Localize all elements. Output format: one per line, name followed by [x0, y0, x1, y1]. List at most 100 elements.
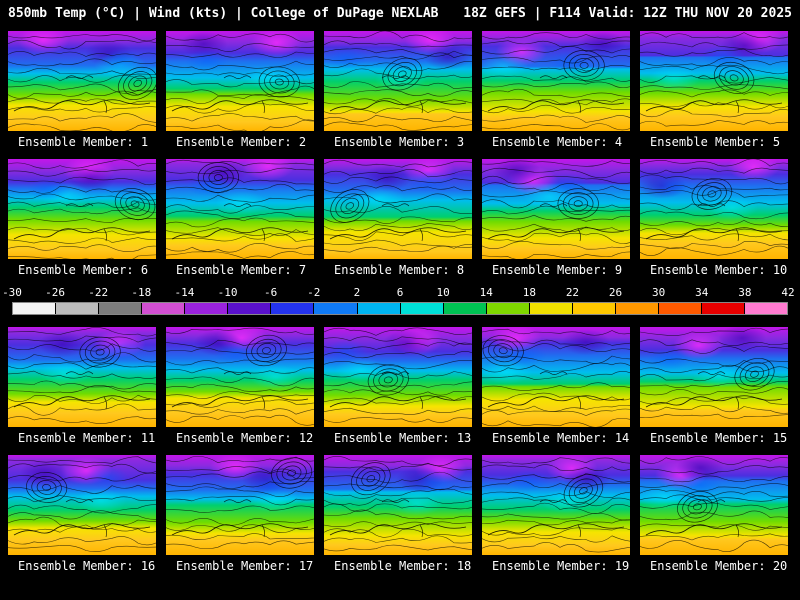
- ensemble-member-label: Ensemble Member: 11: [18, 431, 156, 445]
- ensemble-member-label: Ensemble Member: 17: [176, 559, 314, 573]
- ensemble-panel[interactable]: Ensemble Member: 8: [324, 159, 472, 279]
- ensemble-member-label: Ensemble Member: 19: [492, 559, 630, 573]
- ensemble-row-4: Ensemble Member: 16 Ensemble Member: 17 …: [0, 455, 800, 575]
- ensemble-panel[interactable]: Ensemble Member: 2: [166, 31, 314, 151]
- colorbar-segment: [572, 303, 616, 314]
- colorbar-tick: -30: [2, 286, 22, 299]
- map-thumbnail[interactable]: [640, 327, 788, 427]
- map-thumbnail[interactable]: [640, 31, 788, 131]
- colorbar-segment: [486, 303, 530, 314]
- map-thumbnail[interactable]: [8, 159, 156, 259]
- ensemble-panel[interactable]: Ensemble Member: 12: [166, 327, 314, 447]
- colorbar-tick: 6: [396, 286, 404, 299]
- map-thumbnail[interactable]: [8, 455, 156, 555]
- colorbar-segment: [745, 303, 788, 314]
- map-thumbnail[interactable]: [640, 455, 788, 555]
- map-thumbnail[interactable]: [482, 455, 630, 555]
- ensemble-panel[interactable]: Ensemble Member: 4: [482, 31, 630, 151]
- colorbar-tick: -6: [264, 286, 278, 299]
- ensemble-member-label: Ensemble Member: 6: [18, 263, 149, 277]
- map-thumbnail[interactable]: [482, 31, 630, 131]
- ensemble-panel[interactable]: Ensemble Member: 3: [324, 31, 472, 151]
- colorbar-tick: 14: [479, 286, 493, 299]
- ensemble-panel[interactable]: Ensemble Member: 16: [8, 455, 156, 575]
- colorbar-ticks: -30 -26 -22 -18 -14 -10 -6 -2 2 6 10 14 18 22 26 30 34 38…: [2, 286, 795, 300]
- ensemble-member-label: Ensemble Member: 15: [650, 431, 788, 445]
- product-title: 850mb Temp (°C) | Wind (kts) | College o…: [8, 6, 439, 21]
- ensemble-member-label: Ensemble Member: 9: [492, 263, 623, 277]
- map-thumbnail[interactable]: [482, 327, 630, 427]
- colorbar-tick: 2: [353, 286, 361, 299]
- map-thumbnail[interactable]: [482, 159, 630, 259]
- colorbar-tick: 30: [652, 286, 666, 299]
- map-thumbnail[interactable]: [324, 31, 472, 131]
- colorbar-tick: 18: [522, 286, 536, 299]
- ensemble-member-label: Ensemble Member: 5: [650, 135, 781, 149]
- ensemble-panel[interactable]: Ensemble Member: 15: [640, 327, 788, 447]
- colorbar-segment: [658, 303, 702, 314]
- map-thumbnail[interactable]: [324, 159, 472, 259]
- colorbar-tick: -2: [307, 286, 321, 299]
- ensemble-member-label: Ensemble Member: 18: [334, 559, 472, 573]
- colorbar-tick: -18: [131, 286, 152, 299]
- colorbar-segment: [13, 303, 57, 314]
- title-bar: 850mb Temp (°C) | Wind (kts) | College o…: [0, 0, 800, 23]
- ensemble-row-3: Ensemble Member: 11 Ensemble Member: 12 …: [0, 327, 800, 447]
- ensemble-row-2: Ensemble Member: 6 Ensemble Member: 7 En…: [0, 159, 800, 279]
- map-thumbnail[interactable]: [166, 327, 314, 427]
- map-thumbnail[interactable]: [166, 159, 314, 259]
- ensemble-member-label: Ensemble Member: 2: [176, 135, 307, 149]
- ensemble-panel[interactable]: Ensemble Member: 10: [640, 159, 788, 279]
- ensemble-row-1: Ensemble Member: 1 Ensemble Member: 2 En…: [0, 31, 800, 151]
- ensemble-member-label: Ensemble Member: 20: [650, 559, 788, 573]
- ensemble-panel[interactable]: Ensemble Member: 19: [482, 455, 630, 575]
- ensemble-panel[interactable]: Ensemble Member: 18: [324, 455, 472, 575]
- colorbar-tick: -14: [174, 286, 195, 299]
- ensemble-panel[interactable]: Ensemble Member: 5: [640, 31, 788, 151]
- map-thumbnail[interactable]: [166, 31, 314, 131]
- colorbar-segment: [56, 303, 100, 314]
- colorbar-segment: [702, 303, 746, 314]
- colorbar-tick: 34: [695, 286, 709, 299]
- colorbar-tick: -26: [45, 286, 66, 299]
- map-thumbnail[interactable]: [8, 31, 156, 131]
- colorbar-tick: 38: [738, 286, 752, 299]
- ensemble-panel[interactable]: Ensemble Member: 1: [8, 31, 156, 151]
- ensemble-panel[interactable]: Ensemble Member: 9: [482, 159, 630, 279]
- ensemble-member-label: Ensemble Member: 12: [176, 431, 314, 445]
- map-thumbnail[interactable]: [640, 159, 788, 259]
- ensemble-member-label: Ensemble Member: 1: [18, 135, 149, 149]
- ensemble-panel[interactable]: Ensemble Member: 11: [8, 327, 156, 447]
- colorbar-segment: [400, 303, 444, 314]
- ensemble-panel[interactable]: Ensemble Member: 17: [166, 455, 314, 575]
- colorbar-segment: [185, 303, 229, 314]
- map-thumbnail[interactable]: [166, 455, 314, 555]
- ensemble-member-label: Ensemble Member: 4: [492, 135, 623, 149]
- colorbar-tick: 22: [565, 286, 580, 299]
- colorbar-tick: 42: [781, 286, 795, 299]
- colorbar-scale: [12, 302, 788, 315]
- colorbar-tick: 10: [436, 286, 450, 299]
- map-thumbnail[interactable]: [324, 327, 472, 427]
- colorbar-segment: [314, 303, 358, 314]
- colorbar-segment: [357, 303, 401, 314]
- map-thumbnail[interactable]: [324, 455, 472, 555]
- ensemble-panel[interactable]: Ensemble Member: 7: [166, 159, 314, 279]
- colorbar-segment: [271, 303, 315, 314]
- run-valid-info: 18Z GEFS | F114 Valid: 12Z THU NOV 20 20…: [463, 6, 792, 21]
- ensemble-panel[interactable]: Ensemble Member: 14: [482, 327, 630, 447]
- ensemble-member-label: Ensemble Member: 16: [18, 559, 156, 573]
- map-thumbnail[interactable]: [8, 327, 156, 427]
- colorbar-segment: [443, 303, 487, 314]
- colorbar-tick: 26: [608, 286, 623, 299]
- ensemble-panel[interactable]: Ensemble Member: 6: [8, 159, 156, 279]
- ensemble-panel[interactable]: Ensemble Member: 13: [324, 327, 472, 447]
- colorbar-tick: -10: [217, 286, 238, 299]
- ensemble-member-label: Ensemble Member: 13: [334, 431, 472, 445]
- ensemble-panel[interactable]: Ensemble Member: 20: [640, 455, 788, 575]
- ensemble-member-label: Ensemble Member: 7: [176, 263, 307, 277]
- temperature-colorbar: -30 -26 -22 -18 -14 -10 -6 -2 2 6 10 14 18 22 26 30 34 38…: [2, 286, 795, 319]
- colorbar-segment: [228, 303, 272, 314]
- colorbar-segment: [99, 303, 143, 314]
- ensemble-member-label: Ensemble Member: 8: [334, 263, 465, 277]
